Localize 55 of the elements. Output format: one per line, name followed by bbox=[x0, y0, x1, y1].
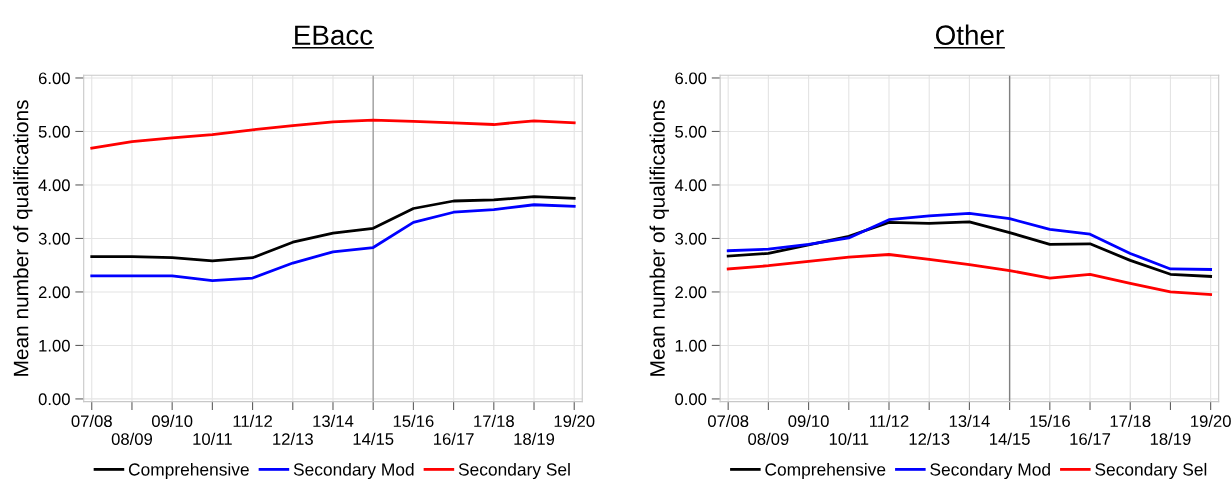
x-tick-label: 11/12 bbox=[870, 414, 909, 428]
line-series bbox=[726, 211, 1213, 271]
x-tick-label: 07/08 bbox=[71, 414, 112, 428]
legend-label: Comprehensive bbox=[128, 462, 249, 480]
x-tick-label: 09/10 bbox=[788, 414, 829, 428]
y-axis-title: Mean number of qualifications bbox=[13, 100, 33, 376]
x-tick-label: 15/16 bbox=[393, 414, 434, 428]
line-series bbox=[726, 253, 1213, 297]
y-axis-title: Mean number of qualifications bbox=[649, 100, 669, 376]
y-tick-label: 4.00 bbox=[674, 179, 707, 192]
legend-label: Secondary Mod bbox=[930, 462, 1050, 480]
y-tick-label: 6.00 bbox=[675, 72, 707, 85]
x-tick-label: 13/14 bbox=[313, 414, 354, 428]
x-tick-label: 14/15 bbox=[353, 432, 394, 445]
y-tick-label: 3.00 bbox=[38, 232, 70, 245]
x-tick-label: 16/17 bbox=[1070, 432, 1111, 445]
y-tick-label: 1.00 bbox=[39, 339, 70, 352]
x-tick-label: 10/11 bbox=[193, 432, 232, 445]
x-tick-label: 09/10 bbox=[151, 414, 193, 428]
y-tick-label: 0.00 bbox=[675, 393, 707, 406]
x-tick-label: 07/08 bbox=[707, 414, 749, 428]
y-tick-label: 2.00 bbox=[38, 286, 70, 299]
y-tick-label: 4.00 bbox=[38, 179, 70, 192]
x-tick-label: 13/14 bbox=[949, 414, 990, 428]
x-tick-label: 10/11 bbox=[829, 432, 869, 445]
legend-label: Secondary Mod bbox=[293, 462, 414, 480]
chart-title: EBacc bbox=[295, 25, 373, 46]
chart-title: Other bbox=[935, 24, 1004, 46]
y-tick-label: 0.00 bbox=[38, 393, 70, 406]
legend-label: Secondary Sel bbox=[458, 462, 570, 480]
line-series bbox=[90, 203, 576, 283]
y-tick-label: 5.00 bbox=[38, 125, 70, 138]
x-tick-label: 08/09 bbox=[111, 432, 153, 445]
legend-label: Comprehensive bbox=[765, 462, 886, 480]
x-tick-label: 18/19 bbox=[514, 432, 555, 445]
x-tick-label: 12/13 bbox=[273, 432, 313, 445]
x-tick-label: 12/13 bbox=[909, 432, 950, 445]
x-tick-label: 08/09 bbox=[748, 432, 789, 445]
x-tick-label: 14/15 bbox=[990, 432, 1030, 445]
y-tick-label: 1.00 bbox=[675, 339, 707, 352]
x-tick-label: 15/16 bbox=[1030, 414, 1070, 428]
y-tick-label: 2.00 bbox=[675, 286, 707, 299]
x-tick-label: 17/18 bbox=[474, 414, 514, 428]
x-tick-label: 11/12 bbox=[233, 414, 272, 428]
x-tick-label: 19/20 bbox=[554, 414, 595, 428]
x-tick-label: 19/20 bbox=[1191, 414, 1231, 428]
y-tick-label: 3.00 bbox=[675, 232, 707, 245]
line-series bbox=[90, 118, 576, 150]
x-tick-label: 16/17 bbox=[434, 432, 474, 445]
y-tick-label: 6.00 bbox=[38, 72, 70, 85]
x-tick-label: 18/19 bbox=[1150, 432, 1191, 445]
line-series bbox=[90, 195, 576, 263]
y-tick-label: 5.00 bbox=[675, 125, 707, 138]
x-tick-label: 17/18 bbox=[1110, 414, 1151, 428]
legend-label: Secondary Sel bbox=[1095, 462, 1207, 480]
